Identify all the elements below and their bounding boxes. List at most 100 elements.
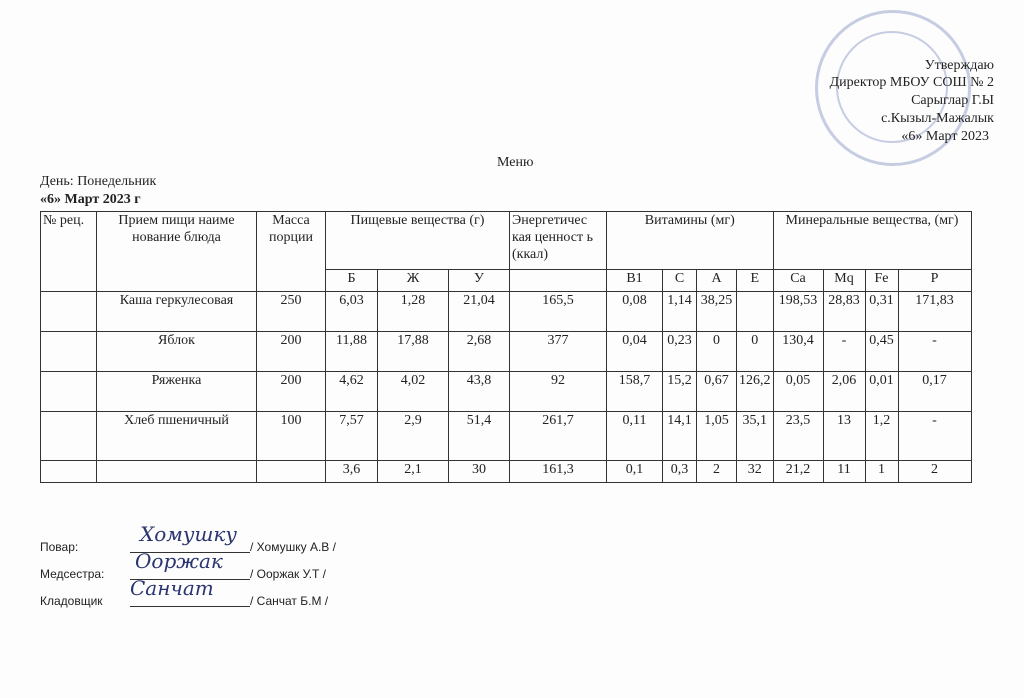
cell-b1: 0,08 <box>606 291 663 332</box>
cell-zh: 4,02 <box>377 371 449 412</box>
cell-b1: 158,7 <box>606 371 663 412</box>
cell-mq: 11 <box>822 460 866 483</box>
cell-b1: 0,04 <box>606 331 663 372</box>
cell-b: 6,03 <box>325 291 378 332</box>
cell-b1: 0,11 <box>606 411 663 461</box>
signature-name: / Ооржак У.Т / <box>250 567 326 581</box>
cell-b: 4,62 <box>325 371 378 412</box>
cell-name: Яблок <box>96 331 257 372</box>
cell-c: 0,23 <box>662 331 697 372</box>
approval-line: Директор МБОУ СОШ № 2 <box>829 75 994 90</box>
cell-c: 0,3 <box>662 460 697 483</box>
approval-line: «6» Март 2023 <box>901 129 989 144</box>
cell-u: 2,68 <box>448 331 510 372</box>
cell-rec <box>40 371 97 412</box>
cell-u: 21,04 <box>448 291 510 332</box>
cell-u: 51,4 <box>448 411 510 461</box>
subheader-empty <box>509 269 607 292</box>
cell-mass <box>256 460 326 483</box>
cell-e: 126,2 <box>736 371 774 412</box>
cell-zh: 17,88 <box>377 331 449 372</box>
cell-ca: 23,5 <box>772 411 824 461</box>
cell-energy: 165,5 <box>509 291 607 332</box>
subheader: Fe <box>864 269 899 292</box>
cell-mass: 200 <box>256 331 326 372</box>
subheader: C <box>662 269 697 292</box>
header-name: Прием пищи наиме нование блюда <box>96 211 257 292</box>
cell-e <box>736 291 774 332</box>
cell-mq: 28,83 <box>822 291 866 332</box>
cell-e: 35,1 <box>736 411 774 461</box>
subheader: P <box>897 269 972 292</box>
cell-fe: 1,2 <box>864 411 899 461</box>
approval-line: Сарыглар Г.Ы <box>911 93 994 108</box>
cell-e: 0 <box>736 331 774 372</box>
day-label: День: Понедельник <box>40 174 157 189</box>
subheader: Ca <box>772 269 824 292</box>
cell-name <box>96 460 257 483</box>
cell-mq: - <box>822 331 866 372</box>
cell-a: 0,67 <box>696 371 737 412</box>
cell-c: 1,14 <box>662 291 697 332</box>
official-stamp <box>815 10 971 166</box>
handwritten-signature: Санчат <box>130 576 214 600</box>
subheader: Б <box>325 269 378 292</box>
cell-zh: 2,9 <box>377 411 449 461</box>
signature-role: Повар: <box>40 540 79 554</box>
subheader: B1 <box>606 269 663 292</box>
cell-c: 15,2 <box>662 371 697 412</box>
signature-name: / Санчат Б.М / <box>250 594 329 608</box>
cell-a: 0 <box>696 331 737 372</box>
table-row: 3,6 2,1 30 161,3 0,1 0,3 2 32 21,2 11 1 2 <box>40 460 972 483</box>
cell-mass: 250 <box>256 291 326 332</box>
cell-c: 14,1 <box>662 411 697 461</box>
signature-role: Кладовщик <box>40 594 103 608</box>
cell-fe: 0,01 <box>864 371 899 412</box>
signature-name: / Хомушку А.В / <box>250 540 336 554</box>
cell-mq: 13 <box>822 411 866 461</box>
table-row: Хлеб пшеничный 100 7,57 2,9 51,4 261,7 0,11 14,… <box>40 411 972 461</box>
approval-line: Утверждаю <box>924 58 994 73</box>
cell-zh: 2,1 <box>377 460 449 483</box>
table-row: Яблок 200 11,88 17,88 2,68 377 0,04 0,23 0 0 130,4… <box>40 331 972 372</box>
cell-b1: 0,1 <box>606 460 663 483</box>
cell-fe: 1 <box>864 460 899 483</box>
cell-rec <box>40 331 97 372</box>
signature-role: Медсестра: <box>40 567 105 581</box>
cell-e: 32 <box>736 460 774 483</box>
cell-zh: 1,28 <box>377 291 449 332</box>
subheader: Mq <box>822 269 866 292</box>
header-rec: № рец. <box>40 211 97 292</box>
cell-ca: 21,2 <box>772 460 824 483</box>
cell-u: 43,8 <box>448 371 510 412</box>
header-energy: Энергетичес кая ценност ь (ккал) <box>509 211 607 270</box>
subheader: Ж <box>377 269 449 292</box>
subheader: E <box>736 269 774 292</box>
cell-mq: 2,06 <box>822 371 866 412</box>
header-nutrients: Пищевые вещества (г) <box>325 211 510 270</box>
header-mass: Масса порции <box>256 211 326 292</box>
signature-line <box>130 552 250 553</box>
cell-rec <box>40 460 97 483</box>
cell-a: 38,25 <box>696 291 737 332</box>
date-label: «6» Март 2023 г <box>40 192 141 207</box>
cell-a: 1,05 <box>696 411 737 461</box>
cell-rec <box>40 291 97 332</box>
cell-energy: 377 <box>509 331 607 372</box>
cell-p: - <box>897 411 972 461</box>
cell-p: - <box>897 331 972 372</box>
cell-ca: 130,4 <box>772 331 824 372</box>
subheader: У <box>448 269 510 292</box>
cell-ca: 0,05 <box>772 371 824 412</box>
handwritten-signature: Ооржак <box>135 549 223 573</box>
cell-energy: 92 <box>509 371 607 412</box>
cell-a: 2 <box>696 460 737 483</box>
cell-energy: 161,3 <box>509 460 607 483</box>
cell-energy: 261,7 <box>509 411 607 461</box>
subheader: A <box>696 269 737 292</box>
cell-mass: 100 <box>256 411 326 461</box>
document-title: Меню <box>497 155 534 170</box>
cell-u: 30 <box>448 460 510 483</box>
cell-name: Ряженка <box>96 371 257 412</box>
